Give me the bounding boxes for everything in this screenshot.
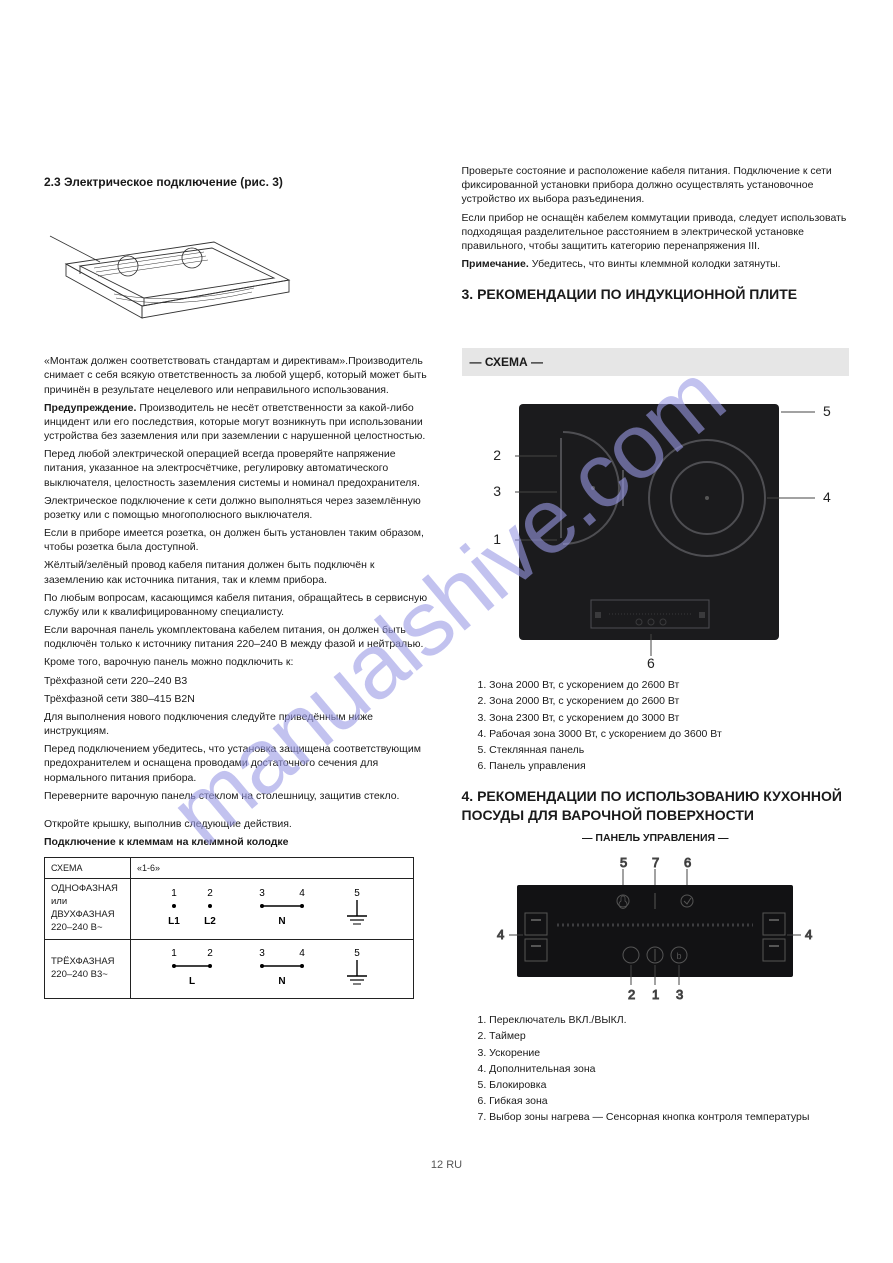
svg-text:L: L — [189, 976, 195, 987]
phase-b: Трёхфазной сети 380–415 В2N — [44, 692, 432, 706]
svg-text:4: 4 — [299, 888, 305, 899]
svg-text:6: 6 — [684, 855, 691, 870]
svg-text:3: 3 — [676, 987, 683, 1002]
svg-text:1: 1 — [493, 531, 501, 547]
wiring-row-0-diagram: 1 2 3 4 5 L1 L2 N — [131, 879, 414, 939]
svg-text:2: 2 — [207, 888, 213, 899]
svg-text:5: 5 — [354, 948, 360, 959]
svg-text:N: N — [278, 976, 285, 987]
conn-before: Перед подключением убедитесь, что устано… — [44, 742, 432, 785]
legend-item: 5. Стеклянная панель — [478, 743, 850, 757]
panel-legend-item: 4. Дополнительная зона — [478, 1062, 850, 1076]
panel-legend: 1. Переключатель ВКЛ./ВЫКЛ. 2. Таймер 3.… — [462, 1013, 850, 1124]
warning-label: Предупреждение. — [44, 402, 136, 414]
right-note1: Проверьте состояние и расположение кабел… — [462, 164, 850, 207]
legend-item: 1. Зона 2000 Вт, с ускорением до 2600 Вт — [478, 678, 850, 692]
right-column: Проверьте состояние и расположение кабел… — [462, 30, 850, 1130]
conn-intro: «Монтаж должен соответствовать стандарта… — [44, 354, 432, 397]
svg-text:2: 2 — [628, 987, 635, 1002]
svg-text:b: b — [677, 951, 682, 961]
cooktop-product-figure: 2 3 1 5 4 6 — [462, 390, 850, 670]
svg-text:1: 1 — [171, 948, 177, 959]
panel-title: — ПАНЕЛЬ УПРАВЛЕНИЯ — — [462, 831, 850, 845]
left-column: 2.3 Электрическое подключение (рис. 3) — [44, 30, 432, 1130]
svg-text:2: 2 — [493, 447, 501, 463]
legend-item: 6. Панель управления — [478, 759, 850, 773]
conn-flip: Переверните варочную панель стеклом на с… — [44, 789, 432, 803]
page-footer: 12 RU — [44, 1158, 849, 1173]
svg-text:1: 1 — [652, 987, 659, 1002]
right-note3: Убедитесь, что винты клеммной колодки за… — [532, 258, 781, 270]
svg-text:2: 2 — [207, 948, 213, 959]
svg-text:4: 4 — [299, 948, 305, 959]
wiring-row-1-label: ТРЁХФАЗНАЯ 220–240 В3~ — [45, 939, 131, 998]
legend-item: 3. Зона 2300 Вт, с ускорением до 3000 Вт — [478, 711, 850, 725]
svg-text:5: 5 — [620, 855, 627, 870]
control-panel-figure: b 5 7 6 4 4 2 1 3 — [462, 855, 850, 1005]
open-cover-heading: Откройте крышку, выполнив следующие дейс… — [44, 817, 432, 831]
conn-precheck: Перед любой электрической операцией всег… — [44, 447, 432, 490]
section-3-heading: 3. РЕКОМЕНДАЦИИ ПО ИНДУКЦИОННОЙ ПЛИТЕ — [462, 285, 850, 304]
conn-socket: Если в приборе имеется розетка, он долже… — [44, 526, 432, 554]
phase-a: Трёхфазной сети 220–240 В3 — [44, 674, 432, 688]
svg-text:4: 4 — [497, 927, 504, 942]
wiring-header-spec: «1-6» — [131, 858, 414, 879]
legend-item: 4. Рабочая зона 3000 Вт, с ускорением до… — [478, 727, 850, 741]
panel-legend-item: 3. Ускорение — [478, 1046, 850, 1060]
wiring-row-1-diagram: 1 2 3 4 5 L N — [131, 939, 414, 998]
conn-plug: Если варочная панель укомплектована кабе… — [44, 623, 432, 651]
svg-text:5: 5 — [823, 403, 831, 419]
section-4-heading: 4. РЕКОМЕНДАЦИИ ПО ИСПОЛЬЗОВАНИЮ КУХОННО… — [462, 787, 850, 825]
svg-text:L1: L1 — [168, 916, 180, 927]
legend-item: 2. Зона 2000 Вт, с ускорением до 2600 Вт — [478, 694, 850, 708]
svg-text:6: 6 — [647, 655, 655, 670]
svg-text:L2: L2 — [204, 916, 216, 927]
connection-heading: 2.3 Электрическое подключение (рис. 3) — [44, 174, 432, 190]
two-column-layout: 2.3 Электрическое подключение (рис. 3) — [44, 30, 849, 1130]
svg-text:1: 1 — [171, 888, 177, 899]
conn-questions: По любым вопросам, касающимся кабеля пит… — [44, 591, 432, 619]
fixed-install-heading: Подключение к клеммам на клеммной колодк… — [44, 835, 432, 849]
svg-text:3: 3 — [259, 888, 265, 899]
conn-mains: Электрическое подключение к сети должно … — [44, 494, 432, 522]
panel-legend-item: 2. Таймер — [478, 1029, 850, 1043]
wiring-header-layout: СХЕМА — [45, 858, 131, 879]
right-note3-title: Примечание. — [462, 258, 529, 270]
svg-text:5: 5 — [354, 888, 360, 899]
svg-text:3: 3 — [259, 948, 265, 959]
conn-new: Для выполнения нового подключения следуй… — [44, 710, 432, 738]
svg-text:N: N — [278, 916, 285, 927]
conn-color: Жёлтый/зелёный провод кабеля питания дол… — [44, 558, 432, 586]
wiring-row-0-label: ОДНОФАЗНАЯ или ДВУХФАЗНАЯ 220–240 В~ — [45, 879, 131, 939]
panel-legend-item: 1. Переключатель ВКЛ./ВЫКЛ. — [478, 1013, 850, 1027]
svg-text:4: 4 — [805, 927, 812, 942]
conn-multiphase: Кроме того, варочную панель можно подклю… — [44, 655, 432, 669]
panel-legend-item: 6. Гибкая зона — [478, 1094, 850, 1108]
svg-text:4: 4 — [823, 489, 831, 505]
wiring-table: СХЕМА «1-6» ОДНОФАЗНАЯ или ДВУХФАЗНАЯ 22… — [44, 857, 414, 998]
right-note2: Если прибор не оснащён кабелем коммутаци… — [462, 211, 850, 254]
svg-text:3: 3 — [493, 483, 501, 499]
layout-title-bar: — СХЕМА — — [462, 348, 850, 376]
panel-legend-item: 7. Выбор зоны нагрева — Сенсорная кнопка… — [478, 1110, 850, 1124]
air-inlet-figure — [44, 194, 304, 344]
svg-text:7: 7 — [652, 855, 659, 870]
panel-legend-item: 5. Блокировка — [478, 1078, 850, 1092]
cooktop-legend: 1. Зона 2000 Вт, с ускорением до 2600 Вт… — [462, 678, 850, 773]
